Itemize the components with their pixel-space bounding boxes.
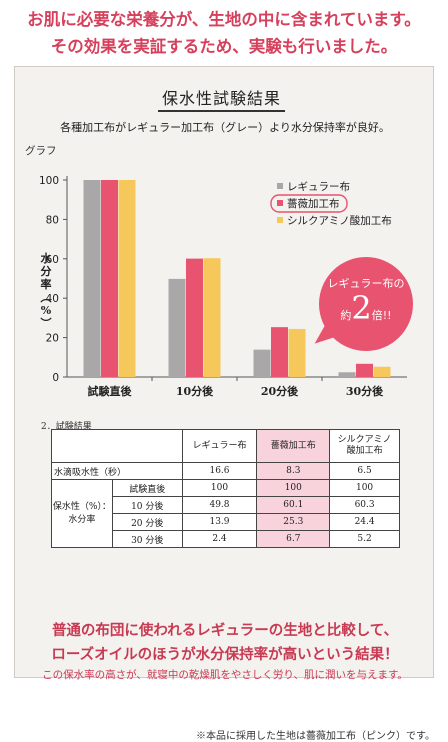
y-axis-label-char: 水: [40, 252, 52, 265]
legend-label: シルクアミノ酸加工布: [287, 214, 392, 227]
intro-text: お肌に必要な栄養分が、生地の中に含まれています。 その効果を実証するため、実験も…: [0, 6, 448, 60]
legend-highlight: [270, 194, 348, 213]
conclusion-text: 普通の布団に使われるレギュラーの生地と比較して、 ローズオイルのほうが水分保持率…: [15, 619, 435, 667]
callout-prefix: 約: [340, 309, 352, 322]
panel-subtitle: 各種加工布がレギュラー加工布（グレー）より水分保持率が良好。: [60, 121, 390, 134]
y-tick-label: 100: [39, 175, 59, 187]
table-header-rose: 薔薇加工布: [256, 429, 331, 463]
y-tick-label: 60: [46, 254, 59, 266]
y-axis-label-char: ︵: [40, 291, 52, 304]
table-cell: 6.7: [256, 530, 331, 548]
y-axis-label-char: 率: [40, 278, 52, 291]
table-cell-time: 20 分後: [111, 513, 183, 531]
table-cell: 60.1: [256, 496, 331, 514]
intro-line-2: その効果を実証するため、実験も行いました。: [50, 37, 398, 56]
table-cell: 16.6: [181, 462, 258, 480]
callout-line-1: レギュラー布の: [327, 277, 405, 290]
bar: [186, 258, 203, 377]
bar: [288, 328, 306, 377]
x-tick-label: 20分後: [261, 384, 299, 398]
y-axis-label-char: 分: [40, 265, 52, 278]
legend-label: 薔薇加工布: [287, 197, 340, 210]
table-header-regular: レギュラー布: [181, 429, 258, 463]
callout-bubble: レギュラー布の 約2倍!!: [319, 257, 413, 351]
footnote: ※本品に採用した生地は薔薇加工布（ピンク）です。: [196, 731, 435, 742]
table-cell: 25.3: [256, 513, 331, 531]
table-cell-time: 10 分後: [111, 496, 183, 514]
table-cell: 100: [329, 479, 400, 497]
table-header-silk: シルクアミノ酸加工布: [329, 429, 400, 463]
y-tick-label: 0: [52, 372, 59, 384]
table-row: 10 分後 49.8 60.1 60.3: [52, 496, 400, 514]
conclusion-note: この保水率の高さが、就寝中の乾燥肌をやさしく労り、肌に潤いを与えます。: [42, 669, 408, 681]
bar: [118, 180, 136, 377]
table-cell: 100: [181, 479, 258, 497]
x-tick-label: 10分後: [176, 384, 214, 398]
bar: [373, 366, 391, 377]
chart-title: グラフ: [25, 145, 57, 157]
table-cell: 13.9: [181, 513, 258, 531]
intro-line-1: お肌に必要な栄養分が、生地の中に含まれています。: [27, 10, 421, 29]
table-corner: [51, 429, 183, 463]
callout-line-2: 約2倍!!: [319, 292, 413, 324]
y-tick-label: 40: [46, 293, 59, 305]
bar: [356, 363, 373, 377]
table-cell: 100: [256, 479, 331, 497]
y-axis-label: 水分率 ︵% ︶: [39, 252, 53, 330]
table-cell: 8.3: [256, 462, 331, 480]
table-cell: 49.8: [181, 496, 258, 514]
table-cell: 60.3: [329, 496, 400, 514]
conclusion-line-2: ローズオイルのほうが水分保持率が高いという結果！: [51, 646, 399, 663]
callout-multiplier: 2: [351, 289, 372, 327]
table-cell: 6.5: [329, 462, 400, 480]
table-cell: 2.4: [181, 530, 258, 548]
table-cell: 24.4: [329, 513, 400, 531]
bar: [253, 349, 271, 377]
bar: [203, 258, 221, 377]
y-axis-label-char: ︶: [40, 317, 52, 330]
legend-swatch: [277, 217, 283, 223]
legend-swatch: [277, 183, 283, 189]
bar: [168, 278, 186, 377]
y-tick-label: 20: [46, 333, 59, 345]
table-label: 2．試験結果: [41, 422, 92, 432]
table-row-water: 水滴吸水性（秒） 16.6 8.3 6.5: [51, 462, 400, 480]
x-tick-label: 試験直後: [88, 384, 133, 398]
conclusion-line-1: 普通の布団に使われるレギュラーの生地と比較して、: [51, 622, 399, 639]
water-row-label: 水滴吸水性（秒）: [51, 462, 183, 480]
table-cell: 5.2: [329, 530, 400, 548]
bar: [338, 372, 356, 377]
y-tick-label: 80: [46, 214, 59, 226]
retention-label: 保水性（%）：水分率: [51, 479, 113, 548]
test-results-panel: 保水性試験結果 各種加工布がレギュラー加工布（グレー）より水分保持率が良好。 グ…: [14, 66, 435, 742]
bar: [83, 180, 101, 377]
bar: [101, 180, 118, 377]
bar-chart: 0 20 40 60 80 100 試験直後 10分後 20分後 30分後 レギュラー布薔薇加工布シ…: [39, 175, 407, 398]
y-axis-label-char: %: [40, 304, 52, 317]
results-table: レギュラー布 薔薇加工布 シルクアミノ酸加工布 水滴吸水性（秒） 16.6 8.…: [51, 429, 400, 548]
callout-suffix: 倍!!: [371, 309, 392, 322]
bar: [271, 327, 288, 377]
legend-swatch: [277, 200, 283, 206]
legend-label: レギュラー布: [287, 181, 350, 193]
table-row: 30 分後 2.4 6.7 5.2: [52, 530, 400, 548]
panel-title: 保水性試験結果: [158, 85, 286, 112]
table-header-row: レギュラー布 薔薇加工布 シルクアミノ酸加工布: [51, 429, 400, 463]
x-tick-label: 30分後: [346, 384, 384, 398]
table-row: 保水性（%）：水分率 試験直後 100 100 100: [51, 479, 400, 548]
table-cell-time: 30 分後: [111, 530, 183, 548]
table-cell-time: 試験直後: [111, 479, 183, 497]
